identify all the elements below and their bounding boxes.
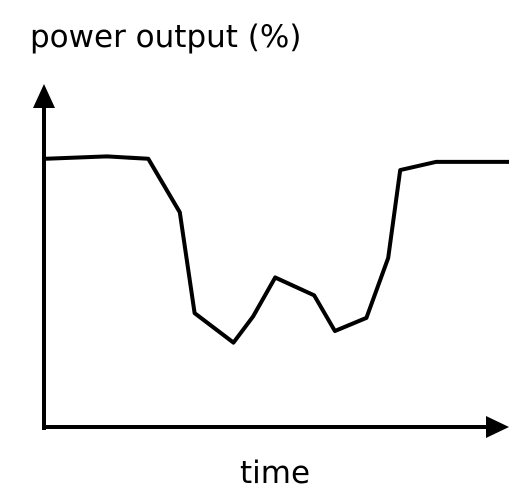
y-axis-arrow <box>33 84 55 108</box>
y-axis-label: power output (%) <box>30 19 302 55</box>
x-axis-label: time <box>240 455 311 491</box>
series-line-0 <box>45 154 509 345</box>
x-axis-arrow <box>486 416 509 438</box>
chart-axes <box>33 84 509 438</box>
series-layer <box>45 154 509 345</box>
